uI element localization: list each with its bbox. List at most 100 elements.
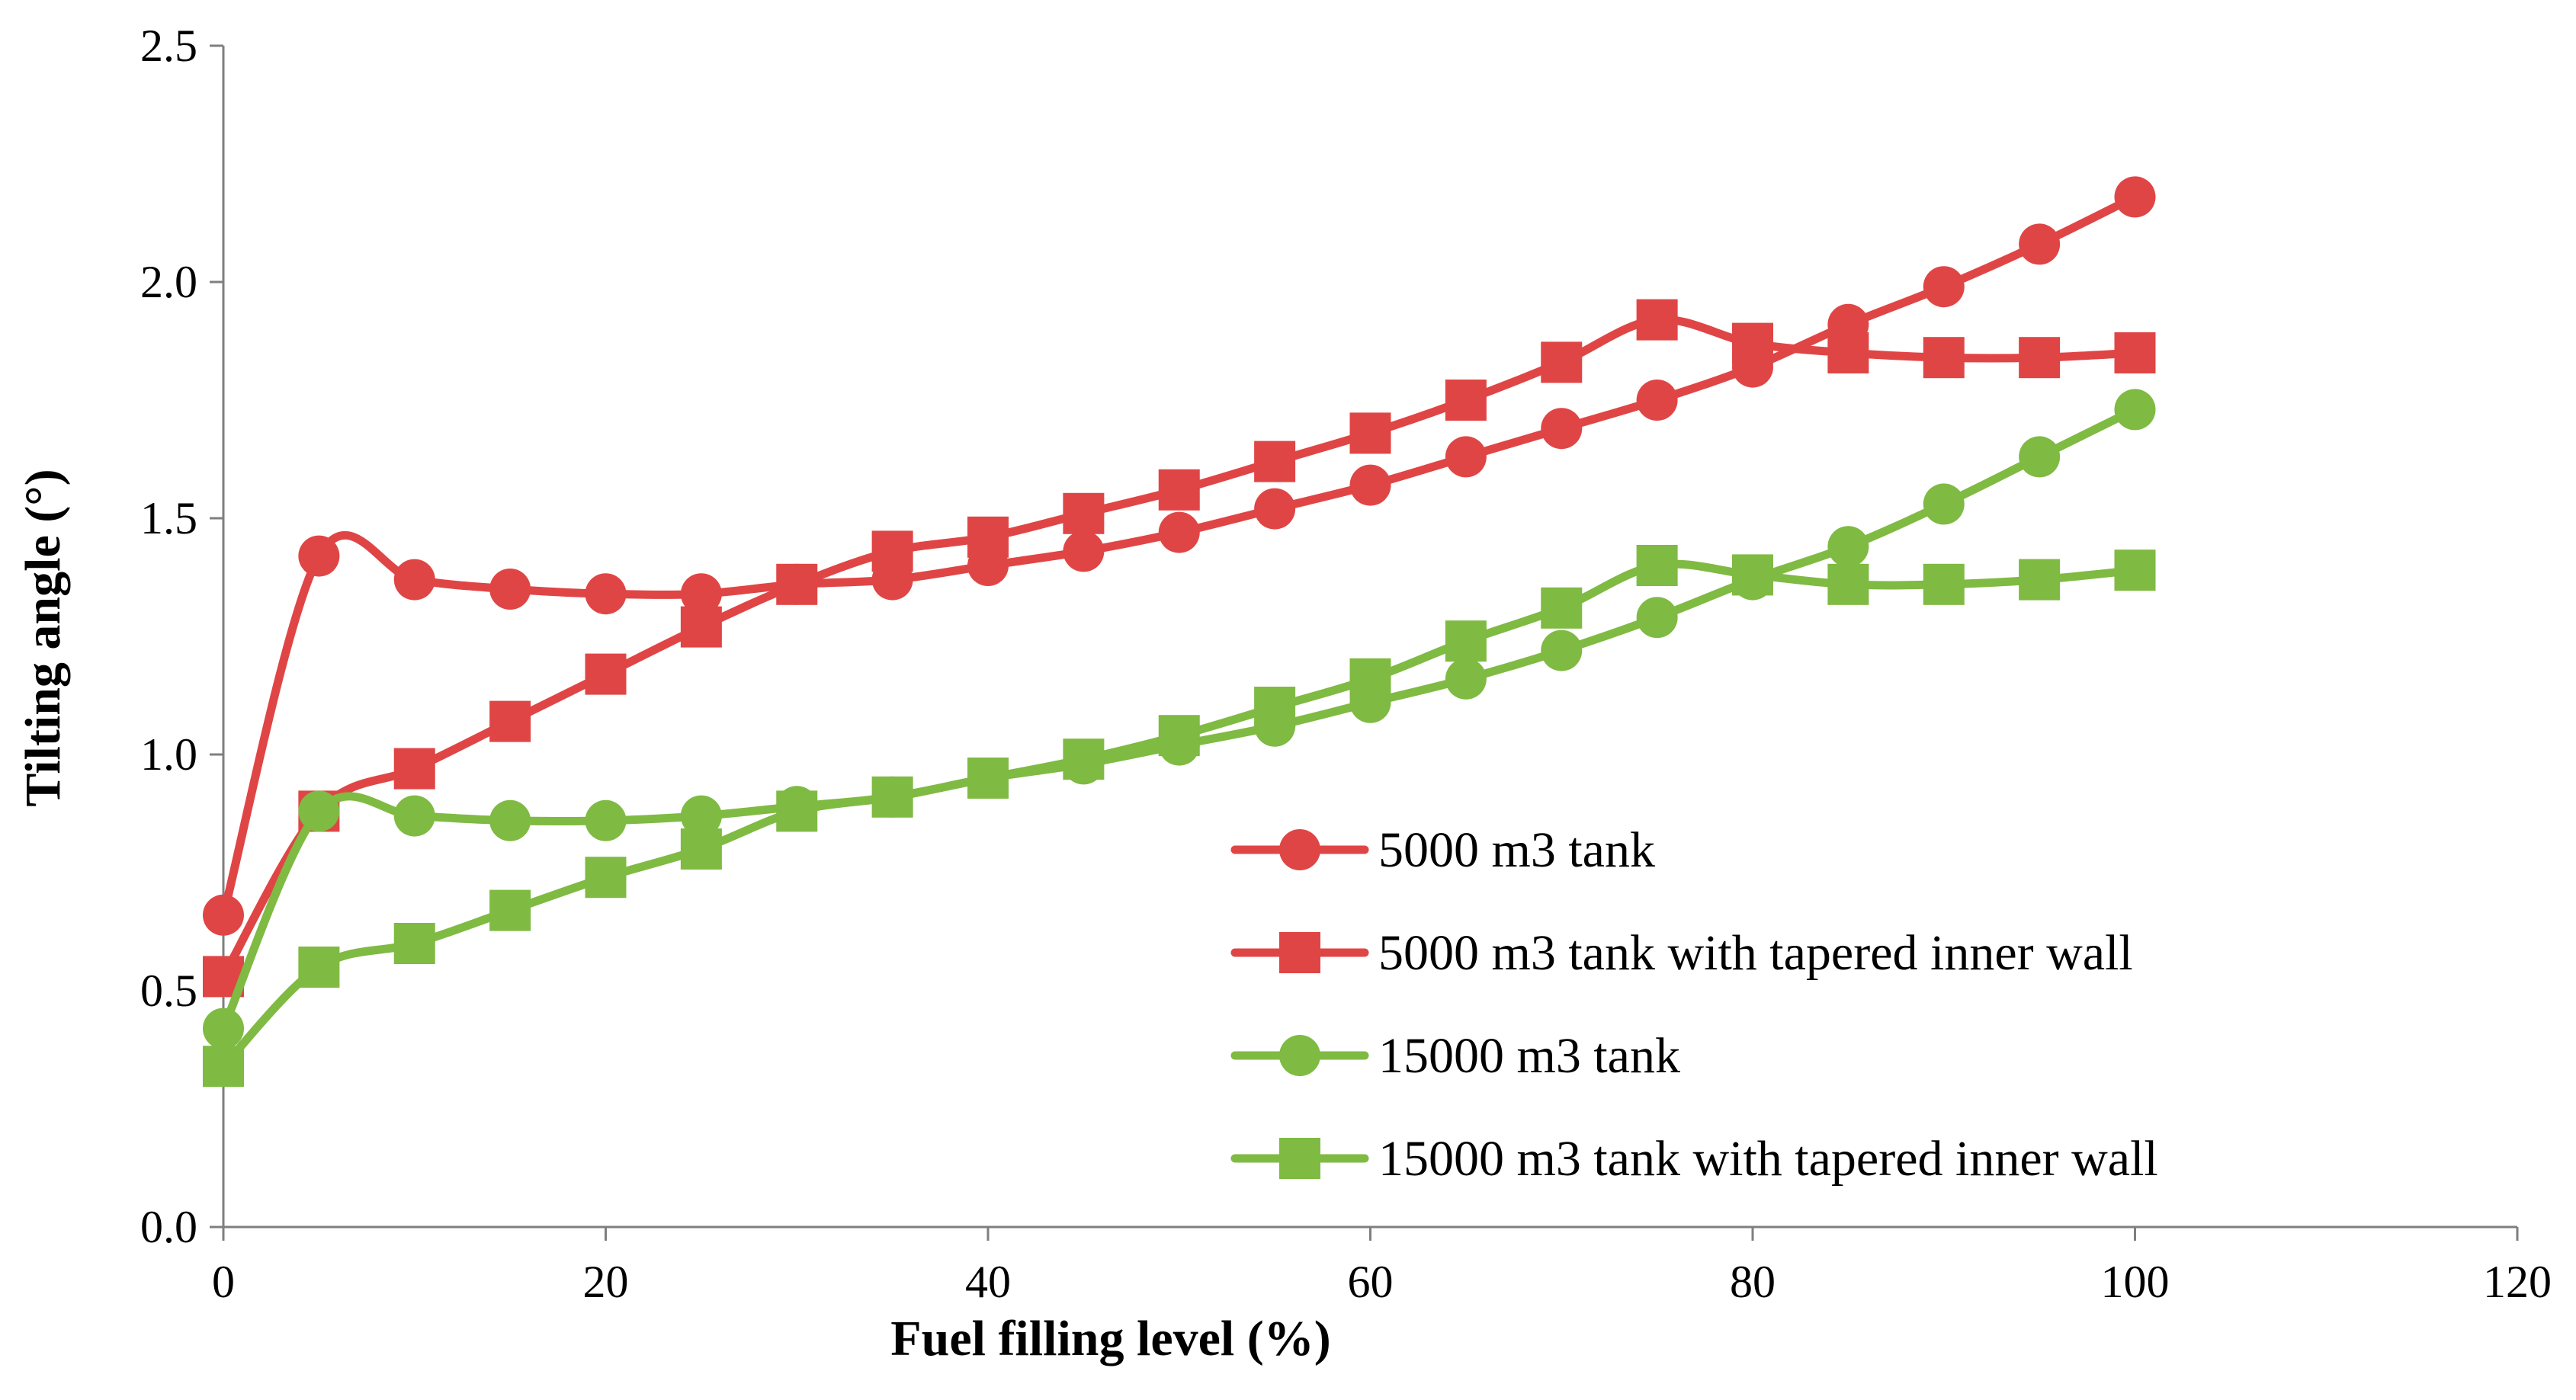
data-point — [1254, 441, 1296, 482]
data-point — [1923, 266, 1965, 308]
data-point — [2019, 223, 2061, 265]
data-point — [680, 573, 722, 615]
legend-label: 15000 m3 tank with tapered inner wall — [1378, 1131, 2158, 1187]
data-point — [1349, 464, 1391, 506]
series-line — [219, 315, 2139, 981]
data-point — [1732, 322, 1773, 364]
data-point — [1923, 483, 1965, 525]
legend-label: 5000 m3 tank with tapered inner wall — [1378, 925, 2133, 981]
data-point — [1445, 380, 1487, 421]
data-point — [1923, 337, 1965, 379]
legend: 5000 m3 tank 5000 m3 tank with tapered in… — [1230, 822, 2158, 1187]
data-point — [1636, 545, 1678, 586]
data-point — [1827, 563, 1869, 605]
data-point — [2019, 337, 2061, 379]
y-tick-label: 1.5 — [140, 493, 197, 543]
data-point — [1636, 299, 1678, 341]
data-point — [1063, 530, 1105, 572]
data-point — [1827, 332, 1869, 373]
data-point — [393, 923, 435, 964]
data-point — [1541, 630, 1583, 671]
data-point — [680, 828, 722, 870]
legend-marker — [1279, 1035, 1320, 1076]
legend-item-2: 5000 m3 tank with tapered inner wall — [1230, 925, 2133, 981]
data-point — [298, 790, 340, 832]
data-point — [489, 889, 531, 931]
data-point — [776, 790, 818, 832]
data-point — [967, 516, 1009, 558]
data-point — [393, 559, 435, 601]
data-point — [1636, 380, 1678, 421]
data-point — [871, 776, 913, 818]
data-point — [393, 748, 435, 790]
data-point — [680, 795, 722, 837]
data-point — [1827, 526, 1869, 568]
data-point — [1445, 658, 1487, 700]
y-tick-label: 0.5 — [140, 966, 197, 1016]
data-point — [1158, 511, 1200, 553]
y-tick-label: 0.0 — [140, 1202, 197, 1252]
data-point — [1158, 469, 1200, 511]
data-point — [489, 569, 531, 610]
data-point — [680, 606, 722, 648]
data-point — [489, 700, 531, 742]
data-point — [2114, 549, 2156, 591]
data-point — [2019, 559, 2061, 601]
data-point — [2114, 176, 2156, 218]
data-point — [871, 530, 913, 572]
data-point — [585, 857, 627, 899]
x-tick-label: 60 — [1348, 1257, 1394, 1307]
data-point — [967, 758, 1009, 799]
legend-marker — [1279, 829, 1320, 870]
legend-item-4: 15000 m3 tank with tapered inner wall — [1230, 1131, 2158, 1187]
series-layer — [203, 176, 2156, 1088]
data-point — [1445, 436, 1487, 478]
data-point — [393, 795, 435, 837]
data-point — [1063, 738, 1105, 780]
legend-marker — [1279, 932, 1320, 973]
data-point — [1349, 412, 1391, 454]
data-point — [298, 535, 340, 577]
data-point — [585, 653, 627, 695]
data-point — [203, 894, 244, 936]
data-point — [298, 947, 340, 988]
legend-marker — [1279, 1138, 1320, 1179]
x-axis-title: Fuel filling level (%) — [890, 1311, 1330, 1366]
data-point — [203, 1008, 244, 1049]
legend-item-3: 15000 m3 tank — [1230, 1028, 1680, 1084]
data-point — [1158, 715, 1200, 757]
data-point — [1063, 492, 1105, 534]
data-point — [585, 573, 627, 615]
data-point — [1541, 408, 1583, 450]
y-tick-label: 2.5 — [140, 21, 197, 71]
data-point — [1732, 554, 1773, 596]
data-point — [1541, 587, 1583, 629]
data-point — [489, 799, 531, 841]
y-axis-title: Tilting angle (°) — [15, 469, 71, 806]
series-4 — [203, 545, 2156, 1088]
data-point — [2019, 436, 2061, 478]
data-point — [1254, 687, 1296, 728]
data-point — [776, 563, 818, 605]
data-point — [203, 1046, 244, 1088]
x-tick-label: 0 — [212, 1257, 235, 1307]
x-tick-label: 120 — [2483, 1257, 2552, 1307]
data-point — [1445, 620, 1487, 662]
x-tick-label: 80 — [1730, 1257, 1776, 1307]
x-tick-label: 40 — [965, 1257, 1011, 1307]
series-2 — [203, 299, 2156, 998]
data-point — [2114, 332, 2156, 373]
data-point — [2114, 389, 2156, 431]
y-tick-label: 2.0 — [140, 257, 197, 307]
series-1 — [203, 176, 2156, 936]
legend-label: 5000 m3 tank — [1378, 822, 1655, 878]
data-point — [1636, 597, 1678, 639]
x-tick-label: 20 — [583, 1257, 629, 1307]
legend-label: 15000 m3 tank — [1378, 1028, 1680, 1084]
x-tick-label: 100 — [2101, 1257, 2170, 1307]
axis-titles: Fuel filling level (%) Tilting angle (°) — [15, 469, 1331, 1366]
data-point — [585, 799, 627, 841]
legend-item-1: 5000 m3 tank — [1230, 822, 1655, 878]
data-point — [1349, 658, 1391, 700]
